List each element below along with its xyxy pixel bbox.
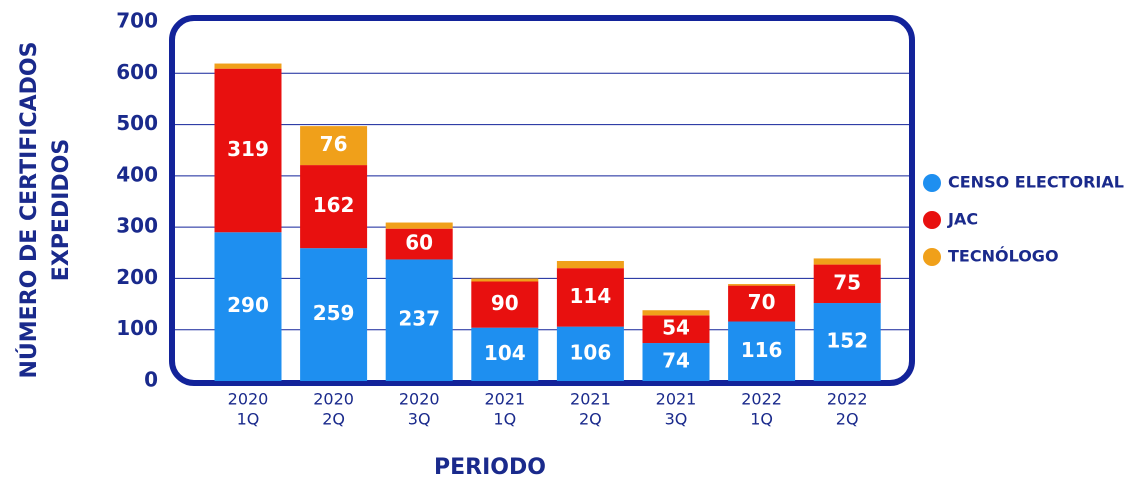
x-axis-title: PERIODO	[434, 455, 546, 479]
data-label: 60	[405, 231, 433, 255]
data-label: 90	[491, 291, 519, 315]
data-label: 76	[320, 132, 348, 156]
data-label: 290	[227, 293, 269, 317]
y-tick-label: 100	[116, 316, 158, 340]
bar-segment	[556, 326, 624, 381]
x-tick-label: 2022	[827, 390, 868, 409]
x-tick-label: 1Q	[237, 410, 260, 429]
bar-segment	[471, 278, 539, 282]
legend-swatch	[923, 174, 941, 192]
x-tick-label: 1Q	[493, 410, 516, 429]
bar-segment	[385, 222, 453, 229]
x-tick-label: 2Q	[579, 410, 602, 429]
bar-segment	[214, 68, 282, 233]
x-tick-label: 2020	[228, 390, 269, 409]
data-label: 162	[313, 193, 355, 217]
legend-label: JAC	[947, 210, 978, 229]
x-tick-label: 2Q	[322, 410, 345, 429]
data-label: 259	[313, 301, 355, 325]
x-tick-label: 1Q	[750, 410, 773, 429]
bar-segment	[214, 232, 282, 381]
data-label: 116	[741, 338, 783, 362]
x-tick-label: 2021	[570, 390, 611, 409]
plot-frame	[169, 15, 915, 386]
bar-segment	[642, 310, 710, 316]
x-tick-label: 2020	[313, 390, 354, 409]
data-label: 114	[570, 284, 612, 308]
legend-swatch	[923, 211, 941, 229]
bar-segment	[385, 259, 453, 381]
x-tick-label: 2020	[399, 390, 440, 409]
data-label: 70	[748, 290, 776, 314]
bar-segment	[813, 258, 881, 265]
data-label: 152	[826, 329, 868, 353]
data-label: 237	[398, 307, 440, 331]
y-tick-label: 0	[144, 368, 158, 392]
bar-segment	[728, 284, 796, 286]
bar-segment	[642, 343, 710, 381]
bar-segment	[385, 228, 453, 260]
bar-segment	[813, 264, 881, 304]
y-tick-label: 300	[116, 214, 158, 238]
bar-segment	[300, 126, 368, 166]
data-label: 106	[570, 340, 612, 364]
bar-segment	[642, 315, 710, 344]
x-tick-label: 2022	[741, 390, 782, 409]
data-label: 75	[833, 270, 861, 294]
bar-segment	[556, 268, 624, 327]
bar-segment	[214, 63, 282, 69]
y-axis-title: EXPEDIDOS	[49, 139, 74, 281]
bar-segment	[728, 285, 796, 322]
x-tick-label: 3Q	[665, 410, 688, 429]
y-tick-label: 700	[116, 9, 158, 33]
x-tick-label: 3Q	[408, 410, 431, 429]
bar-segment	[300, 248, 368, 381]
y-axis-title: NÚMERO DE CERTIFICADOS	[16, 42, 42, 379]
x-tick-label: 2021	[484, 390, 525, 409]
bar-segment	[813, 303, 881, 381]
bar-segment	[471, 327, 539, 381]
data-label: 319	[227, 137, 269, 161]
y-tick-label: 400	[116, 162, 158, 186]
x-tick-label: 2Q	[836, 410, 859, 429]
bar-segment	[471, 281, 539, 328]
y-tick-label: 500	[116, 111, 158, 135]
data-label: 74	[662, 349, 690, 373]
y-tick-label: 200	[116, 265, 158, 289]
bar-segment	[556, 260, 624, 269]
y-tick-label: 600	[116, 60, 158, 84]
x-tick-label: 2021	[656, 390, 697, 409]
legend-swatch	[923, 248, 941, 266]
bar-segment	[728, 321, 796, 381]
data-label: 54	[662, 316, 690, 340]
legend-label: TECNÓLOGO	[948, 247, 1059, 266]
bar-segment	[300, 165, 368, 249]
data-label: 104	[484, 341, 526, 365]
legend-label: CENSO ELECTORIAL	[948, 173, 1124, 192]
